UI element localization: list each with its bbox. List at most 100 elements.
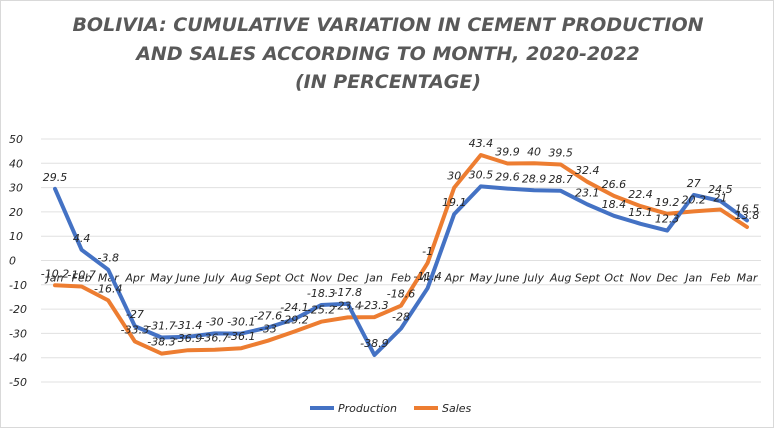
x-tick-label: Sept [255, 272, 281, 285]
data-label-production: -11.4 [413, 270, 441, 283]
y-tick-label: 40 [9, 157, 23, 170]
data-label-sales: -36.7 [200, 332, 228, 345]
x-tick-label: Sept [575, 272, 601, 285]
data-label-sales: 26.6 [602, 178, 627, 191]
data-label-production: 16.5 [735, 202, 760, 215]
data-label-production: -17.8 [334, 286, 362, 299]
gridlines [41, 138, 761, 383]
data-label-sales: -36.9 [174, 332, 202, 345]
chart-title-line-1: BOLIVIA: CUMULATIVE VARIATION IN CEMENT … [72, 14, 703, 36]
data-label-sales: -16.4 [94, 282, 122, 295]
x-tick-label: Jan [45, 272, 64, 285]
data-label-sales: -23.4 [334, 299, 362, 312]
data-label-production: -27.6 [254, 310, 282, 323]
data-label-sales: 32.4 [575, 164, 600, 177]
legend: Production Sales [310, 402, 472, 415]
data-label-production: 29.5 [43, 171, 68, 184]
data-label-production: -18.3 [307, 287, 335, 300]
series-lines [53, 153, 749, 357]
y-tick-label: -40 [9, 352, 27, 365]
data-label-production: -38.9 [360, 337, 388, 350]
x-tick-label: Oct [285, 272, 305, 285]
data-label-production: 28.7 [548, 173, 573, 186]
data-label-sales: 20.2 [682, 193, 707, 206]
chart-title-line-2: AND SALES ACCORDING TO MONTH, 2020-2022 [134, 43, 640, 65]
data-label-sales: -1 [422, 245, 433, 258]
x-tick-label: Apr [444, 272, 466, 285]
x-tick-label: Aug [230, 272, 252, 285]
data-label-production: 19.1 [442, 196, 467, 209]
data-label-sales: -18.6 [387, 288, 415, 301]
data-label-production: 18.4 [602, 198, 627, 211]
data-label-sales: 19.2 [655, 196, 680, 209]
y-tick-label: -50 [9, 376, 27, 389]
data-label-production: -30 [206, 315, 224, 328]
y-tick-label: 0 [9, 255, 16, 268]
x-axis-ticks: Jan Feb Mar Apr May June July Aug Sept Oct Nov Dec J… [45, 272, 759, 285]
x-tick-label: Dec [657, 272, 678, 285]
data-label-production: -28 [392, 311, 410, 324]
data-label-sales: 21 [713, 191, 727, 204]
y-tick-label: 20 [9, 206, 23, 219]
series-line-sales [53, 153, 749, 356]
y-tick-label: -30 [9, 327, 27, 340]
x-tick-label: Oct [604, 272, 624, 285]
legend-label-production: Production [338, 402, 397, 415]
data-label-production: 29.6 [495, 171, 520, 184]
chart-title: BOLIVIA: CUMULATIVE VARIATION IN CEMENT … [72, 14, 703, 93]
data-label-sales: 39.5 [548, 147, 573, 160]
data-label-sales: 40 [527, 145, 541, 158]
y-tick-label: -20 [9, 303, 27, 316]
x-tick-label: Aug [549, 272, 571, 285]
y-axis-ticks: 50 40 30 20 10 0 -10 -20 -30 -40 -50 [9, 133, 27, 389]
data-label-production: -30.1 [227, 316, 255, 329]
x-tick-label: Apr [124, 272, 146, 285]
x-tick-label: July [522, 272, 544, 285]
x-tick-label: June [174, 272, 200, 285]
x-tick-label: Mar [737, 272, 759, 285]
data-label-production: 15.1 [628, 206, 653, 219]
y-tick-label: -10 [9, 279, 27, 292]
data-label-sales: 43.4 [469, 137, 494, 150]
x-tick-label: May [150, 272, 173, 285]
data-label-production: -31.7 [147, 320, 175, 333]
data-label-production: -24.1 [280, 301, 308, 314]
data-label-sales: -23.3 [360, 299, 388, 312]
data-label-sales: -10.7 [67, 269, 95, 282]
x-tick-label: Feb [710, 272, 730, 285]
x-tick-label: Feb [391, 272, 411, 285]
data-label-production: 23.1 [575, 186, 600, 199]
data-label-sales: 30 [447, 170, 461, 183]
data-label-sales: 39.9 [495, 146, 520, 159]
series-line-production [53, 184, 749, 357]
data-label-sales: -33.3 [121, 323, 149, 336]
x-tick-label: July [203, 272, 225, 285]
data-label-sales: 22.4 [628, 188, 653, 201]
x-tick-label: Feb [72, 272, 92, 285]
data-label-production: 24.5 [708, 183, 733, 196]
x-tick-label: Nov [310, 272, 332, 285]
data-label-sales: -10.2 [41, 267, 69, 280]
x-tick-label: May [469, 272, 492, 285]
data-label-production: 30.5 [469, 168, 494, 181]
x-tick-label: June [493, 272, 519, 285]
data-label-sales: -29.2 [280, 313, 308, 326]
data-label-sales: -25.2 [307, 304, 335, 317]
data-label-production: -31.4 [174, 319, 202, 332]
data-label-production: 27 [687, 177, 701, 190]
data-label-sales: -36.1 [227, 330, 255, 343]
data-label-production: 12.3 [655, 213, 680, 226]
data-label-sales: 13.8 [735, 209, 760, 222]
y-tick-label: 10 [9, 230, 23, 243]
legend-label-sales: Sales [442, 402, 472, 415]
data-label-production: -3.8 [97, 252, 118, 265]
data-label-production: -27 [126, 308, 144, 321]
y-tick-label: 30 [9, 182, 23, 195]
data-label-sales: -33 [259, 323, 277, 336]
x-tick-label: Nov [630, 272, 652, 285]
data-label-production: 28.9 [522, 172, 547, 185]
data-label-production: 4.4 [73, 232, 91, 245]
x-tick-label: Jan [683, 272, 702, 285]
